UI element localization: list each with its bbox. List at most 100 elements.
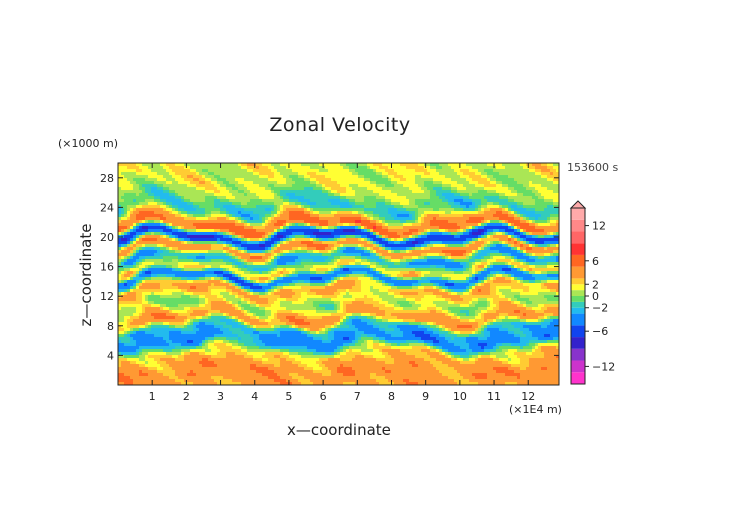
- field-cell: [241, 205, 245, 209]
- field-cell: [274, 202, 278, 206]
- field-cell: [553, 178, 557, 182]
- field-cell: [436, 241, 440, 245]
- field-cell: [163, 259, 167, 263]
- field-cell: [451, 259, 455, 263]
- field-cell: [397, 247, 401, 251]
- field-cell: [142, 181, 146, 185]
- field-cell: [121, 250, 125, 254]
- field-cell: [121, 163, 125, 167]
- field-cell: [364, 187, 368, 191]
- field-cell: [463, 193, 467, 197]
- field-cell: [406, 214, 410, 218]
- field-cell: [232, 190, 236, 194]
- field-cell: [517, 163, 521, 167]
- field-cell: [523, 175, 527, 179]
- field-cell: [244, 190, 248, 194]
- field-cell: [484, 211, 488, 215]
- field-cell: [118, 211, 122, 215]
- field-cell: [556, 262, 560, 266]
- field-cell: [151, 247, 155, 251]
- field-cell: [250, 232, 254, 236]
- field-cell: [256, 196, 260, 200]
- field-cell: [541, 226, 545, 230]
- field-cell: [466, 235, 470, 239]
- field-cell: [208, 193, 212, 197]
- field-cell: [247, 178, 251, 182]
- field-cell: [409, 253, 413, 257]
- field-cell: [406, 208, 410, 212]
- field-cell: [409, 208, 413, 212]
- field-cell: [136, 220, 140, 224]
- field-cell: [469, 244, 473, 248]
- field-cell: [286, 262, 290, 266]
- field-cell: [451, 244, 455, 248]
- field-cell: [136, 169, 140, 173]
- field-cell: [349, 175, 353, 179]
- field-cell: [139, 244, 143, 248]
- field-cell: [157, 202, 161, 206]
- field-cell: [484, 259, 488, 263]
- field-cell: [130, 187, 134, 191]
- field-cell: [481, 196, 485, 200]
- field-cell: [211, 235, 215, 239]
- field-cell: [496, 238, 500, 242]
- field-cell: [121, 256, 125, 260]
- field-cell: [436, 235, 440, 239]
- field-cell: [553, 163, 557, 167]
- field-cell: [451, 220, 455, 224]
- field-cell: [544, 163, 548, 167]
- field-cell: [151, 259, 155, 263]
- field-cell: [301, 259, 305, 263]
- field-cell: [346, 238, 350, 242]
- field-cell: [514, 247, 518, 251]
- field-cell: [493, 247, 497, 251]
- field-cell: [346, 181, 350, 185]
- field-cell: [130, 163, 134, 167]
- field-cell: [409, 205, 413, 209]
- field-cell: [550, 166, 554, 170]
- field-cell: [352, 244, 356, 248]
- field-cell: [418, 205, 422, 209]
- field-cell: [196, 175, 200, 179]
- field-cell: [229, 226, 233, 230]
- field-cell: [220, 244, 224, 248]
- field-cell: [292, 181, 296, 185]
- field-cell: [277, 196, 281, 200]
- field-cell: [529, 220, 533, 224]
- field-cell: [442, 223, 446, 227]
- field-cell: [550, 220, 554, 224]
- field-cell: [547, 262, 551, 266]
- field-cell: [394, 184, 398, 188]
- field-cell: [481, 211, 485, 215]
- field-cell: [196, 169, 200, 173]
- field-cell: [196, 247, 200, 251]
- field-cell: [532, 199, 536, 203]
- field-cell: [421, 178, 425, 182]
- field-cell: [472, 205, 476, 209]
- field-cell: [361, 172, 365, 176]
- field-cell: [184, 250, 188, 254]
- field-cell: [274, 259, 278, 263]
- field-cell: [547, 256, 551, 260]
- field-cell: [439, 211, 443, 215]
- field-cell: [199, 244, 203, 248]
- field-cell: [379, 238, 383, 242]
- field-cell: [196, 208, 200, 212]
- field-cell: [424, 169, 428, 173]
- field-cell: [478, 211, 482, 215]
- field-cell: [367, 190, 371, 194]
- field-cell: [124, 199, 128, 203]
- field-cell: [334, 238, 338, 242]
- field-cell: [199, 259, 203, 263]
- field-cell: [487, 205, 491, 209]
- field-cell: [148, 178, 152, 182]
- field-cell: [523, 178, 527, 182]
- field-cell: [433, 235, 437, 239]
- field-cell: [508, 208, 512, 212]
- field-cell: [520, 208, 524, 212]
- field-cell: [421, 193, 425, 197]
- field-cell: [268, 232, 272, 236]
- field-cell: [295, 187, 299, 191]
- field-cell: [310, 178, 314, 182]
- field-cell: [211, 187, 215, 191]
